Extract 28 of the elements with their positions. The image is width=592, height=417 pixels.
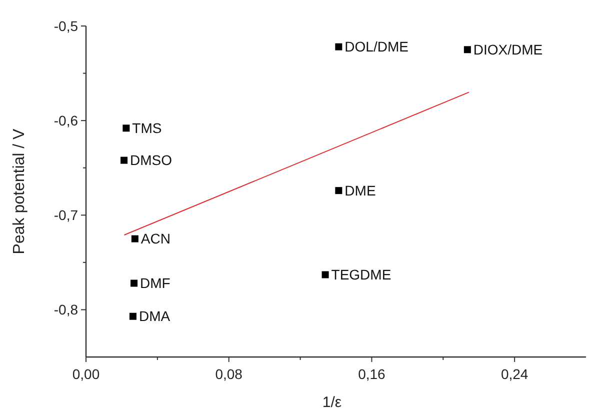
annotation: DOL/DME [344,38,408,55]
x-tick-label: 0,00 [72,366,100,382]
y-tick-label: -0,5 [54,18,78,34]
y-tick-label: -0,6 [54,112,78,128]
x-tick-label: 0,16 [358,366,386,382]
x-axis-title: 1/ε [322,394,342,411]
annotation: TEGDME [331,266,392,283]
point [131,235,138,242]
annotation: DMSO [130,152,172,168]
point [129,312,136,320]
point [464,46,471,54]
point [120,156,128,164]
annotation: TMS [132,120,162,136]
annotation: DIOX/DME [473,42,543,58]
annotation: DME [344,182,376,198]
annotation: ACN [140,230,170,247]
point [322,271,329,278]
point [130,280,138,287]
annotation: DMA [138,308,171,324]
annotation: DMF [140,275,170,292]
point [335,43,342,50]
point [335,187,342,194]
point [122,124,130,132]
y-tick-label: -0,7 [54,207,78,224]
x-tick-label: 0,08 [215,366,243,382]
x-tick-label: 0,24 [500,366,528,382]
y-axis-title: Peak potential / V [11,128,28,254]
y-tick-label: -0,8 [54,302,78,318]
